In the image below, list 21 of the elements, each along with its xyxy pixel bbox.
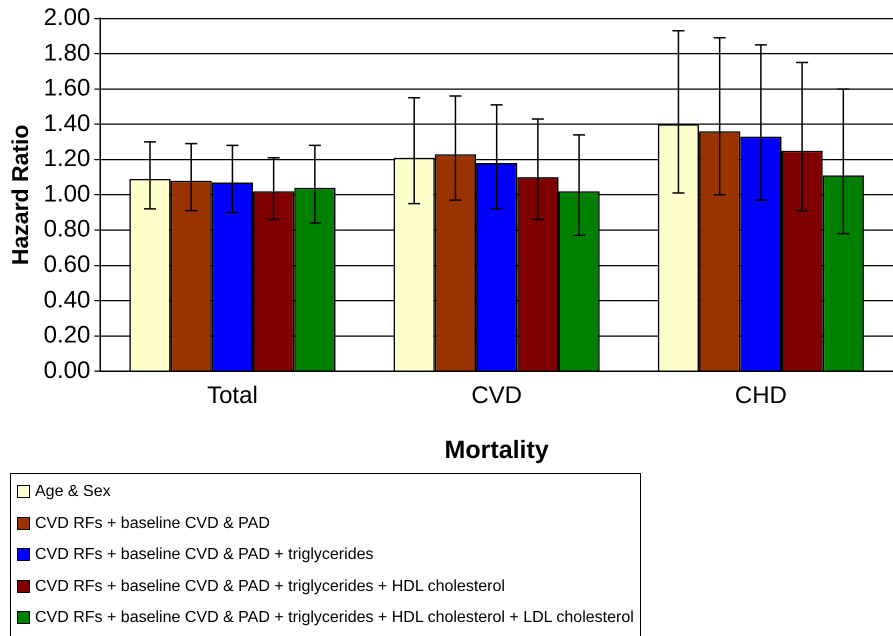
legend-label: CVD RFs + baseline CVD & PAD + triglycerides (35, 545, 374, 565)
y-axis-title: Hazard Ratio (7, 124, 34, 266)
legend-label: CVD RFs + baseline CVD & PAD + triglycerides + HDL cholesterol + LDL cholesterol (35, 608, 634, 628)
y-tick-label: 1.40 (44, 110, 90, 137)
y-tick-label: 1.60 (44, 74, 90, 102)
y-tick-label: 2.00 (44, 4, 90, 32)
y-tick-label: 0.80 (44, 216, 90, 243)
y-tick-label: 0.40 (44, 286, 90, 314)
y-tick-label: 0.20 (44, 322, 90, 349)
y-tick-label: 1.80 (44, 39, 90, 66)
x-tick-label: CVD (471, 382, 522, 410)
x-tick-label: CHD (734, 382, 787, 410)
legend-label: CVD RFs + baseline CVD & PAD (35, 514, 270, 534)
y-tick-label: 0.60 (44, 250, 90, 278)
legend-label: Age & Sex (35, 482, 111, 502)
y-tick-label: 1.20 (44, 145, 90, 172)
y-tick-label: 0.00 (44, 356, 90, 384)
legend-label: CVD RFs + baseline CVD & PAD + triglycerides + HDL cholesterol (35, 576, 505, 596)
x-tick-label: Total (207, 382, 258, 410)
y-tick-label: 1.00 (44, 180, 90, 208)
x-axis-title: Mortality (444, 436, 549, 464)
